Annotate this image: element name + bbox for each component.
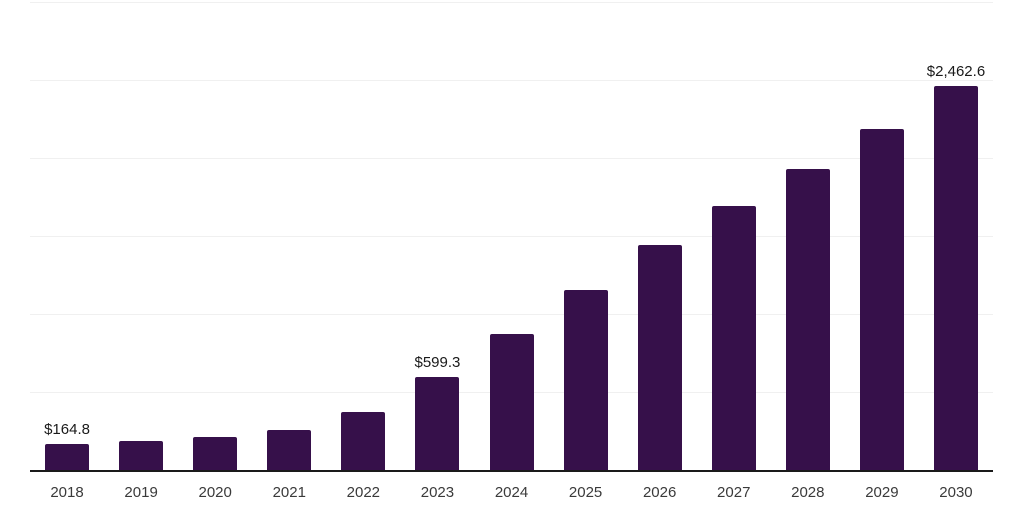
x-tick-label-2022: 2022	[346, 484, 381, 501]
gridline-2000	[30, 157, 993, 159]
bar-2027[interactable]	[711, 206, 756, 470]
gridline-3000	[30, 2, 993, 3]
bar-2022[interactable]	[341, 412, 386, 470]
bar-2025[interactable]	[563, 289, 608, 470]
bar-slot-2025	[549, 2, 623, 470]
bar-slot-2019	[104, 2, 178, 470]
x-axis-line	[30, 470, 993, 472]
x-tick-label-2020: 2020	[198, 484, 232, 501]
bar-slot-2030: $2,462.6	[919, 2, 993, 470]
x-tick-label-2018: 2018	[50, 484, 84, 501]
bar-value-label-2018: $164.8	[44, 421, 90, 439]
bar-slot-2023: $599.3	[400, 2, 474, 470]
bar-2026[interactable]	[637, 245, 682, 470]
bar-slot-2021	[252, 2, 326, 470]
x-tick-label-2026: 2026	[642, 484, 677, 501]
bar-2030[interactable]	[933, 85, 978, 470]
gridline-1500	[30, 236, 993, 237]
x-tick-label-2023: 2023	[420, 484, 455, 501]
bar-value-label-2023: $599.3	[414, 353, 461, 371]
bar-2021[interactable]	[267, 430, 312, 470]
bar-2024[interactable]	[489, 333, 534, 470]
gridline-2500	[30, 79, 993, 81]
bar-2029[interactable]	[859, 129, 904, 470]
bar-2019[interactable]	[119, 440, 164, 470]
x-tick-label-2025: 2025	[568, 484, 603, 501]
bars-row: $164.8 $599.3 $2,462.6	[30, 2, 993, 470]
x-tick-label-2024: 2024	[494, 484, 529, 501]
bar-slot-2018: $164.8	[30, 2, 104, 470]
bar-slot-2028	[771, 2, 845, 470]
bar-slot-2024	[474, 2, 548, 470]
bar-value-label-2030: $2,462.6	[926, 62, 986, 80]
x-tick-label-2027: 2027	[717, 484, 751, 501]
x-tick-label-2028: 2028	[791, 484, 825, 501]
bar-slot-2022	[326, 2, 400, 470]
x-axis-labels: 2018 2019 2020 2021 2022 2023 2024 2025 2026 2027…	[30, 484, 993, 502]
bar-2023[interactable]	[415, 376, 460, 470]
gridline-1000	[30, 313, 993, 315]
plot-area: $164.8 $599.3 $2,462.6	[30, 2, 993, 472]
bar-slot-2020	[178, 2, 252, 470]
bar-2018[interactable]	[45, 444, 90, 470]
x-tick-label-2021: 2021	[272, 484, 306, 501]
x-tick-label-2029: 2029	[865, 484, 899, 501]
x-tick-label-2030: 2030	[939, 484, 973, 501]
bar-slot-2029	[845, 2, 919, 470]
x-tick-label-2019: 2019	[124, 484, 158, 501]
bar-slot-2026	[623, 2, 697, 470]
bar-2020[interactable]	[193, 436, 238, 470]
bar-2028[interactable]	[785, 169, 830, 470]
bar-slot-2027	[697, 2, 771, 470]
